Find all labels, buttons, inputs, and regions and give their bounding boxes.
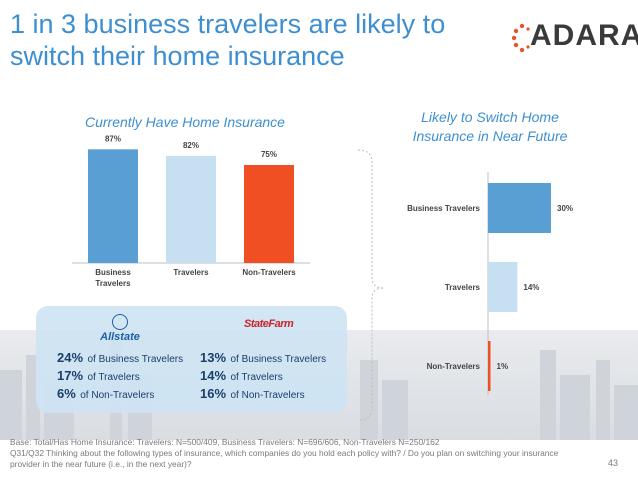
left-category-label: Business xyxy=(95,268,131,277)
stat-row: 6% of Non-Travelers xyxy=(57,385,183,403)
statefarm-logo: StateFarm xyxy=(244,318,294,330)
stat-row: 17% of Travelers xyxy=(57,367,183,385)
stat-percent: 24% xyxy=(57,350,84,365)
right-bar-3 xyxy=(488,341,491,391)
left-category-label: Travelers xyxy=(173,268,209,277)
statefarm-stats: 13% of Business Travelers 14% of Travele… xyxy=(200,349,326,403)
footnote-base: Base: Total/Has Home Insurance: Traveler… xyxy=(10,437,440,447)
right-bar-data-label: 14% xyxy=(523,283,539,292)
insurer-stats-panel xyxy=(36,306,347,413)
stat-row: 14% of Travelers xyxy=(200,367,326,385)
right-bar-data-label: 30% xyxy=(557,204,573,213)
allstate-hands-icon xyxy=(112,314,128,330)
stat-percent: 16% xyxy=(200,386,227,401)
stat-percent: 6% xyxy=(57,386,76,401)
left-bar-data-label: 75% xyxy=(261,150,277,159)
stat-percent: 14% xyxy=(200,368,227,383)
left-bar-data-label: 87% xyxy=(105,134,121,143)
stat-row: 24% of Business Travelers xyxy=(57,349,183,367)
stat-description: of Travelers xyxy=(87,372,140,383)
allstate-logo-text: Allstate xyxy=(100,331,140,343)
left-bar-2 xyxy=(166,155,216,263)
left-bar-3 xyxy=(244,165,294,263)
stat-row: 13% of Business Travelers xyxy=(200,349,326,367)
left-bar-data-label: 82% xyxy=(183,141,199,150)
allstate-stats: 24% of Business Travelers 17% of Travele… xyxy=(57,349,183,403)
right-category-label: Non-Travelers xyxy=(427,362,481,371)
stat-percent: 17% xyxy=(57,368,84,383)
right-bar-1 xyxy=(488,183,551,233)
right-category-label: Business Travelers xyxy=(407,204,480,213)
adara-logo-text: ADARA xyxy=(530,19,638,52)
right-bar-2 xyxy=(488,262,518,312)
stat-percent: 13% xyxy=(200,350,227,365)
stat-description: of Business Travelers xyxy=(87,354,184,365)
adara-logo-icon xyxy=(512,23,530,53)
footnote-question: Q31/Q32 Thinking about the following typ… xyxy=(10,448,559,469)
slide-title: 1 in 3 business travelers are likely to … xyxy=(10,9,446,71)
chart-title-current: Currently Have Home Insurance xyxy=(85,114,285,130)
left-category-label: Non-Travelers xyxy=(242,268,296,277)
page-number: 43 xyxy=(608,458,619,468)
chart-title-switch: Likely to Switch Home Insurance in Near … xyxy=(412,109,568,144)
footnote: Base: Total/Has Home Insurance: Traveler… xyxy=(10,437,590,470)
right-bar-data-label: 1% xyxy=(497,362,509,371)
allstate-logo: Allstate xyxy=(92,314,148,343)
right-category-label: Travelers xyxy=(445,283,481,292)
brace-connector xyxy=(357,149,385,421)
stat-description: of Business Travelers xyxy=(230,354,327,365)
stat-description: of Non-Travelers xyxy=(80,390,155,401)
left-bar-1 xyxy=(88,149,138,263)
stat-description: of Travelers xyxy=(230,372,283,383)
left-category-label: Travelers xyxy=(95,279,131,288)
stat-description: of Non-Travelers xyxy=(230,390,305,401)
stat-row: 16% of Non-Travelers xyxy=(200,385,326,403)
